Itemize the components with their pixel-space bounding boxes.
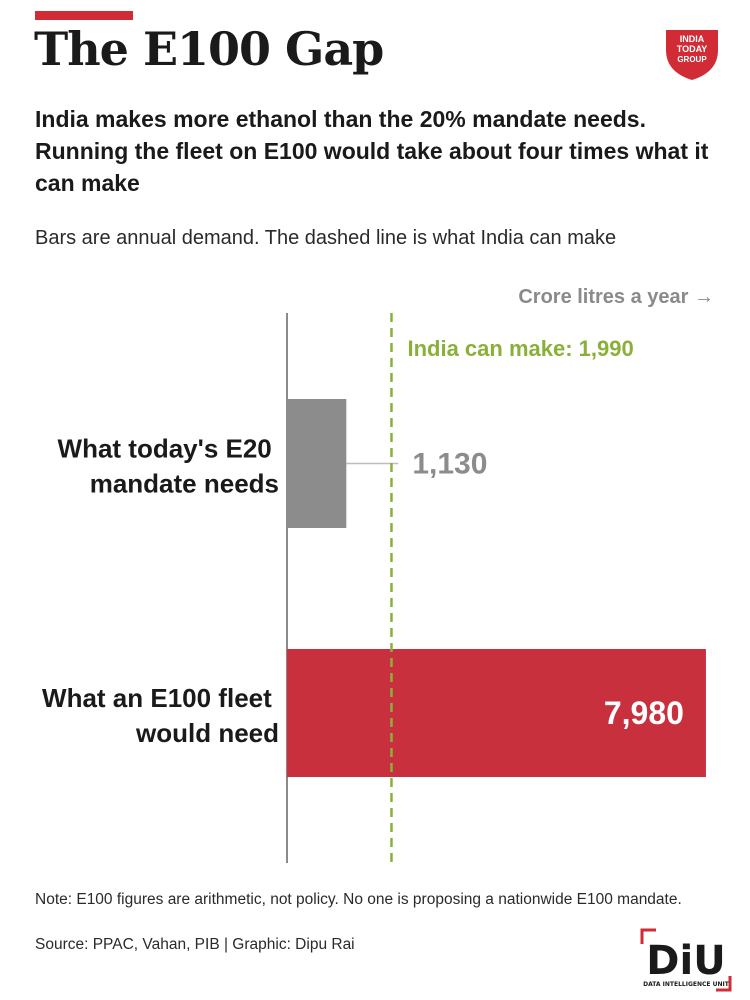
logo-text-line-3: GROUP [677, 55, 707, 64]
logo-text-line-1: INDIA [680, 34, 705, 44]
category-label-e100: What an E100 fleet would need [42, 683, 279, 748]
chart-description: Bars are annual demand. The dashed line … [35, 227, 617, 249]
india-today-group-logo: INDIA TODAY GROUP [666, 30, 718, 80]
category-label-e100-line-1: What an E100 fleet [42, 683, 272, 713]
diu-logo: DiU DATA INTELLIGENCE UNIT [640, 928, 732, 992]
category-label-e20-line-1: What today's E20 [58, 434, 272, 464]
unit-label: Crore litres a year → [518, 286, 714, 308]
bar-e100 [287, 649, 706, 777]
category-label-e20: What today's E20 mandate needs [58, 434, 279, 499]
page-title: The E100 Gap [34, 22, 384, 76]
diu-logo-text: DiU [646, 938, 725, 984]
chart-subtitle: India makes more ethanol than the 20% ma… [35, 106, 709, 196]
bar-e20-value-label: 1,130 [412, 448, 487, 481]
accent-rule [35, 11, 133, 20]
category-label-e100-line-2: would need [135, 718, 279, 748]
logo-text-line-2: TODAY [677, 44, 708, 54]
source-credit: Source: PPAC, Vahan, PIB | Graphic: Dipu… [35, 936, 355, 953]
diu-logo-subtext: DATA INTELLIGENCE UNIT [643, 981, 730, 988]
bar-e20 [287, 399, 347, 528]
bar-e100-value-label: 7,980 [604, 695, 684, 731]
footnote: Note: E100 figures are arithmetic, not p… [35, 891, 682, 908]
category-label-e20-line-2: mandate needs [90, 469, 279, 499]
capacity-reference-label: India can make: 1,990 [407, 336, 633, 361]
